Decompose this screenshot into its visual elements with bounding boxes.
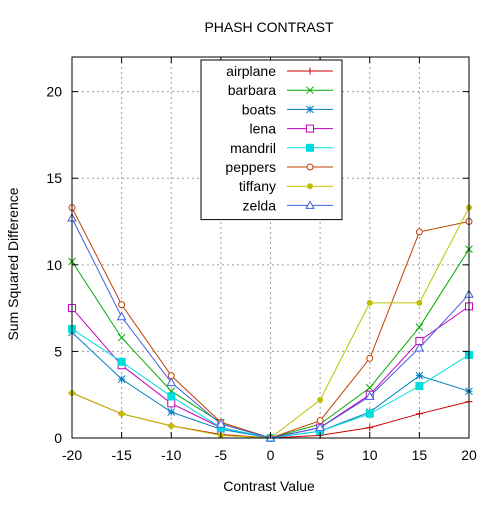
data-point-peppers — [366, 354, 374, 362]
legend-label-airplane: airplane — [226, 63, 276, 79]
data-point-mandril — [117, 357, 126, 366]
data-point-barbara — [365, 383, 374, 392]
x-tick-label: -5 — [215, 447, 228, 463]
y-tick-label: 10 — [46, 257, 62, 273]
legend-marker-barbara — [306, 86, 314, 95]
chart-title: PHASH CONTRAST — [204, 19, 334, 35]
legend-marker-peppers — [306, 163, 314, 171]
x-tick-label: -20 — [62, 447, 82, 463]
data-point-zelda — [116, 311, 127, 321]
legend: airplane barbara boats lena mandril peppers ti… — [200, 59, 343, 221]
legend-marker-airplane — [306, 67, 314, 75]
data-point-mandril — [415, 382, 424, 391]
x-tick-label: -10 — [161, 447, 181, 463]
y-tick-label: 15 — [46, 170, 62, 186]
data-point-boats — [415, 371, 424, 380]
legend-label-lena: lena — [250, 121, 277, 137]
data-point-tiffany — [168, 422, 175, 429]
data-point-zelda — [315, 422, 325, 432]
data-point-barbara — [415, 323, 424, 332]
series-line-airplane — [71, 392, 470, 439]
legend-label-zelda: zelda — [243, 197, 277, 213]
x-tick-label: 0 — [267, 447, 275, 463]
x-tick-label: -15 — [112, 447, 132, 463]
grid-lines — [72, 57, 469, 438]
legend-marker-mandril — [306, 143, 314, 152]
data-point-airplane — [415, 410, 423, 418]
x-tick-label: 5 — [316, 447, 324, 463]
legend-box — [200, 59, 343, 221]
legend-marker-boats — [306, 105, 314, 114]
y-tick-label: 5 — [54, 343, 62, 359]
y-tick-label: 20 — [46, 84, 62, 100]
data-point-boats — [117, 375, 126, 383]
legend-label-tiffany: tiffany — [239, 178, 276, 194]
y-axis-label: Sum Squared Difference — [5, 187, 21, 340]
data-point-peppers — [118, 301, 126, 309]
data-point-peppers — [415, 228, 423, 236]
data-point-tiffany — [317, 396, 324, 403]
data-point-zelda — [216, 419, 226, 428]
axis-ticks: -20 -15 -10 -5 0 5 10 15 20 0 5 10 15 20 — [46, 57, 477, 463]
x-tick-label: 15 — [412, 447, 428, 463]
data-point-lena — [167, 399, 176, 408]
data-point-barbara — [117, 333, 126, 342]
data-point-boats — [167, 408, 176, 416]
data-point-zelda — [364, 391, 375, 400]
data-point-mandril — [167, 392, 176, 401]
legend-label-boats: boats — [242, 101, 276, 117]
data-point-tiffany — [366, 299, 373, 306]
x-axis-label: Contrast Value — [223, 478, 315, 494]
legend-marker-tiffany — [307, 183, 313, 190]
data-point-tiffany — [416, 299, 423, 306]
y-tick-label: 0 — [54, 430, 62, 446]
x-tick-label: 20 — [461, 447, 477, 463]
legend-label-barbara: barbara — [228, 82, 276, 98]
legend-marker-lena — [306, 124, 314, 133]
legend-marker-zelda — [305, 200, 315, 209]
data-point-zelda — [166, 377, 177, 387]
legend-label-mandril: mandril — [230, 140, 276, 156]
data-point-airplane — [366, 424, 374, 432]
data-point-tiffany — [118, 410, 125, 417]
data-point-zelda — [414, 342, 425, 352]
x-tick-label: 10 — [362, 447, 378, 463]
legend-label-peppers: peppers — [225, 159, 276, 175]
data-point-mandril — [365, 409, 374, 418]
